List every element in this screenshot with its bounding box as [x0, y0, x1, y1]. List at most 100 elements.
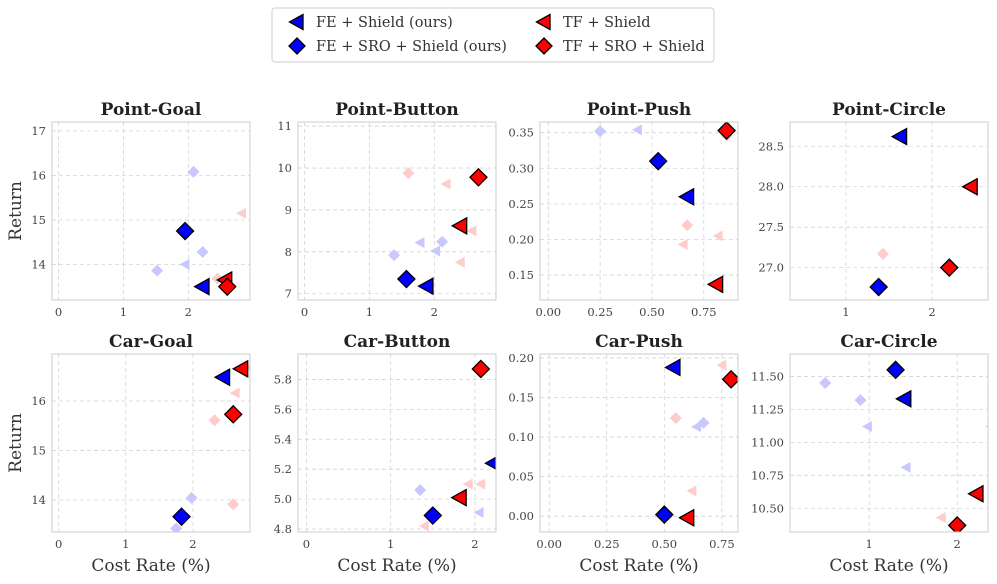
legend-label-fe-sro-shield-ours: FE + SRO + Shield (ours): [316, 39, 507, 55]
point-fe-shield-ours: [895, 389, 912, 408]
panel-point-goal: Point-Goal 0 1 2 14 15 16 17 Return: [6, 100, 251, 319]
panel-title: Point-Push: [587, 100, 691, 120]
faint-point-tf-shield: [716, 359, 727, 371]
y-tick-label: 0.30: [508, 161, 534, 175]
y-tick-label: 7: [285, 287, 292, 301]
y-tick-label: 5.0: [274, 492, 292, 506]
faint-point-fe-shield-ours: [861, 421, 872, 433]
faint-point-tf-shield: [440, 178, 451, 190]
point-tf-sro-shield: [717, 122, 737, 140]
legend: FE + Shield (ours) FE + SRO + Shield (our…: [271, 7, 715, 63]
y-tick-label: 15: [31, 213, 46, 227]
panel-point-push: Point-Push 0.00 0.25 0.50 0.75 0.15 0.20 0.25 0.…: [508, 100, 739, 319]
x-tick-label: 0.50: [639, 305, 665, 319]
panel-title: Point-Button: [335, 100, 459, 120]
faint-point-fe-shield-ours: [691, 421, 701, 433]
faint-point-fe-shield-ours: [414, 237, 425, 249]
y-tick-label: 10.50: [751, 501, 784, 515]
x-axis-label: Cost Rate (%): [579, 556, 698, 576]
x-tick-label: 1: [866, 537, 873, 551]
y-tick-label: 14: [31, 257, 46, 271]
point-fe-shield-ours: [417, 277, 434, 296]
faint-point-tf-shield: [466, 225, 477, 237]
x-tick-label: 2: [189, 537, 196, 551]
x-tick-label: 0: [55, 537, 62, 551]
panel-car-button: Car-Button 0 1 2 4.8 5.0 5.2 5.4 5.6 5.8 Cost Rate…: [274, 332, 497, 576]
panel-car-push: Car-Push 0.00 0.25 0.50 0.75 0.00 0.05 0.10 0.15…: [508, 332, 739, 576]
y-tick-label: 27.0: [758, 261, 784, 275]
plot-frame: [297, 353, 497, 533]
faint-point-fe-sro-shield-ours: [388, 249, 401, 262]
x-tick-label: 1: [842, 305, 849, 319]
point-tf-shield: [967, 484, 984, 503]
x-tick-label: 2: [471, 537, 478, 551]
y-tick-label: 17: [31, 124, 46, 138]
faint-point-tf-sro-shield: [402, 167, 415, 180]
y-tick-label: 11.25: [751, 402, 784, 416]
x-tick-label: 0.00: [536, 537, 562, 551]
panel-title: Car-Goal: [109, 332, 193, 352]
y-tick-label: 16: [31, 168, 46, 182]
y-tick-label: 0.35: [508, 126, 534, 140]
faint-point-fe-shield-ours: [900, 461, 911, 473]
y-tick-label: 0.20: [508, 351, 534, 365]
point-tf-shield: [231, 359, 249, 378]
x-tick-label: 2: [185, 305, 192, 319]
faint-point-tf-shield: [712, 230, 723, 242]
faint-point-tf-shield: [418, 520, 429, 532]
y-axis-label: Return: [6, 181, 26, 241]
point-tf-shield: [706, 275, 724, 294]
x-tick-label: 1: [387, 537, 394, 551]
faint-point-tf-shield: [985, 424, 988, 429]
faint-point-fe-sro-shield-ours: [187, 165, 200, 178]
y-tick-label: 11: [277, 119, 292, 133]
panel-title: Point-Circle: [832, 100, 946, 120]
faint-point-fe-shield-ours: [631, 124, 642, 136]
point-tf-sro-shield: [217, 277, 237, 297]
plot-frame: [789, 353, 989, 533]
faint-point-tf-sro-shield: [669, 412, 682, 425]
faint-point-tf-sro-shield: [208, 414, 221, 427]
y-tick-label: 0.15: [508, 391, 534, 405]
y-tick-label: 10: [277, 161, 292, 175]
faint-point-fe-shield-ours: [179, 258, 190, 270]
point-tf-sro-shield: [721, 369, 738, 389]
faint-point-tf-sro-shield: [681, 219, 694, 232]
point-tf-sro-shield: [939, 258, 959, 278]
legend-box: [271, 7, 715, 63]
x-tick-label: 0.00: [535, 305, 561, 319]
point-fe-shield-ours: [677, 187, 695, 206]
point-fe-sro-shield-ours: [869, 277, 889, 297]
faint-point-tf-shield: [475, 478, 486, 490]
faint-point-fe-sro-shield-ours: [170, 522, 183, 532]
x-tick-label: 1: [122, 537, 129, 551]
point-fe-shield-ours: [890, 127, 908, 146]
y-tick-label: 0.15: [508, 268, 534, 282]
x-axis-label: Cost Rate (%): [829, 556, 948, 576]
point-fe-sro-shield-ours: [886, 360, 906, 380]
y-tick-label: 10.75: [751, 468, 784, 482]
plot-frame: [539, 353, 739, 533]
y-tick-label: 11.00: [751, 435, 784, 449]
faint-point-fe-sro-shield-ours: [185, 491, 198, 504]
plot-frame: [539, 121, 739, 301]
point-tf-sro-shield: [469, 167, 488, 187]
y-tick-label: 14: [31, 493, 46, 507]
x-tick-label: 0: [55, 305, 62, 319]
legend-label-tf-sro-shield: TF + SRO + Shield: [563, 39, 705, 55]
plot-frame: [789, 121, 989, 301]
panel-title: Point-Goal: [101, 100, 202, 120]
faint-point-fe-sro-shield-ours: [151, 264, 164, 277]
point-fe-sro-shield-ours: [396, 269, 416, 289]
point-tf-sro-shield: [223, 404, 243, 424]
x-tick-label: 2: [954, 537, 961, 551]
y-tick-label: 0.25: [508, 197, 534, 211]
y-tick-label: 4.8: [274, 522, 292, 536]
faint-point-tf-shield: [462, 478, 473, 490]
y-tick-label: 0.10: [508, 430, 534, 444]
faint-point-tf-shield: [686, 485, 697, 497]
x-tick-label: 2: [431, 305, 438, 319]
y-tick-label: 5.2: [274, 462, 292, 476]
